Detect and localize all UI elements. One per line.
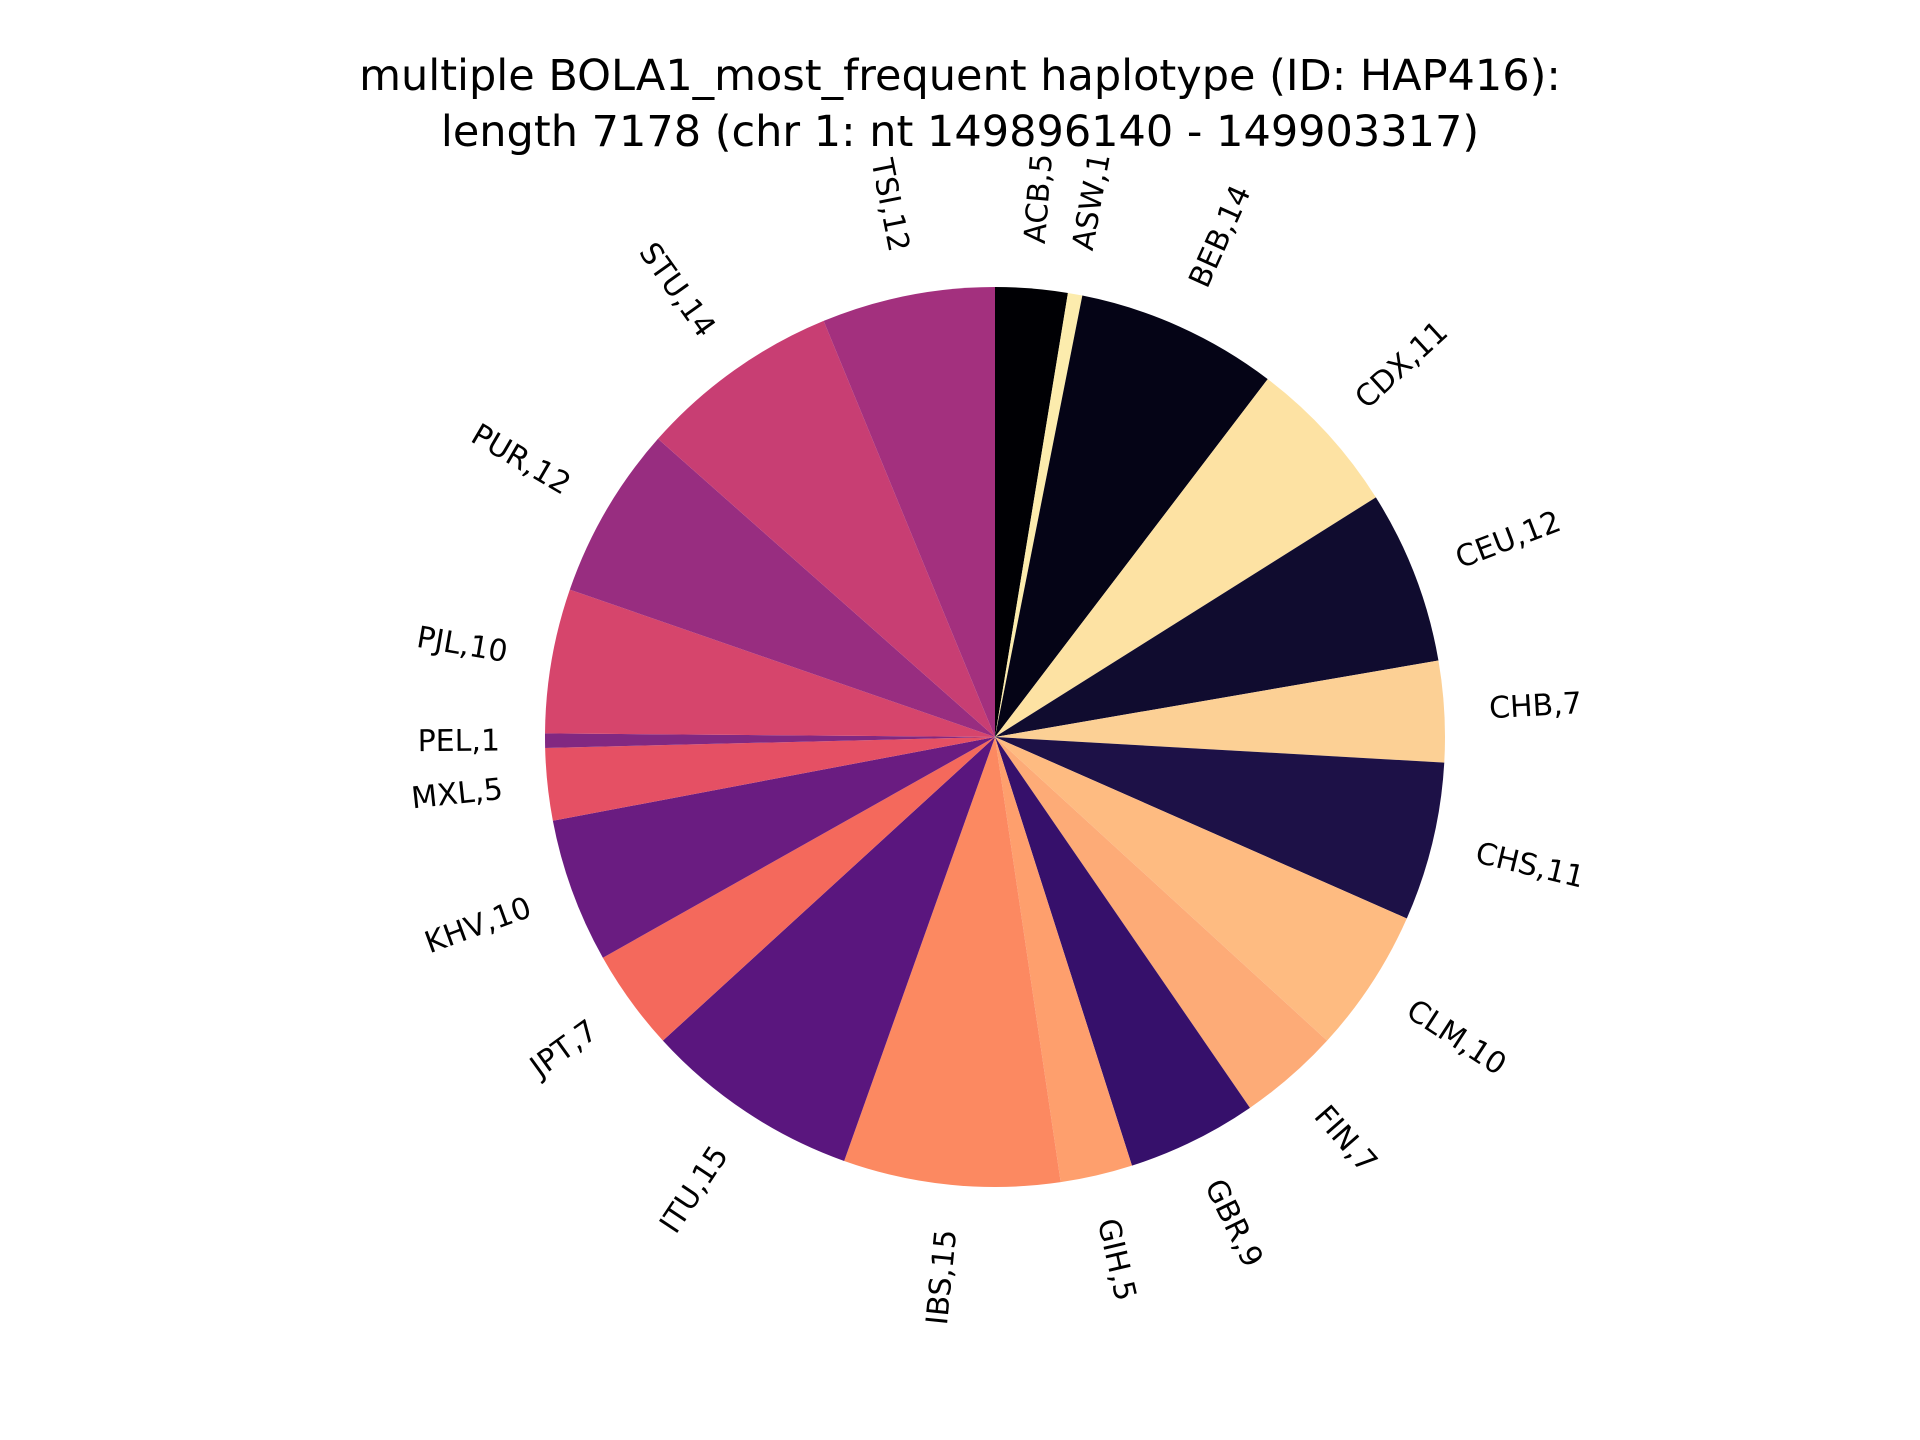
pie-slice-tsi	[823, 287, 995, 737]
slice-label-asw: ASW,1	[1066, 151, 1118, 254]
slice-label-clm: CLM,10	[1400, 993, 1512, 1083]
slice-label-tsi: TSI,12	[863, 155, 916, 255]
pie-slice-fin	[995, 737, 1328, 1108]
pie-slice-itu	[662, 737, 995, 1161]
slice-label-khv: KHV,10	[420, 890, 536, 961]
slice-label-cdx: CDX,11	[1349, 314, 1456, 416]
pie-slice-beb	[995, 295, 1268, 737]
slice-label-jpt: JPT,7	[522, 1013, 604, 1086]
slice-label-chb: CHB,7	[1488, 686, 1583, 726]
slice-label-itu: ITU,15	[653, 1140, 736, 1240]
pie-slice-ceu	[995, 497, 1439, 737]
slice-label-stu: STU,14	[632, 236, 723, 344]
chart-title-line-1: multiple BOLA1_most_frequent haplotype (…	[359, 51, 1561, 101]
slice-label-pur: PUR,12	[465, 417, 576, 502]
pie-slice-chb	[995, 660, 1445, 763]
pie-slice-pel	[545, 733, 995, 748]
slice-label-beb: BEB,14	[1182, 180, 1258, 293]
pie-slice-gbr	[995, 737, 1250, 1166]
pie-slice-cdx	[995, 379, 1376, 737]
pie-slice-chs	[995, 737, 1445, 919]
slice-label-acb: ACB,5	[1018, 152, 1060, 245]
slice-label-ceu: CEU,12	[1451, 504, 1566, 576]
slice-label-mxl: MXL,5	[410, 772, 505, 816]
chart-title-line-2: length 7178 (chr 1: nt 149896140 - 14990…	[441, 107, 1479, 157]
pie-slice-pur	[569, 438, 995, 737]
slice-label-pel: PEL,1	[417, 724, 500, 760]
pie-slice-gih	[995, 737, 1132, 1183]
pie-slice-asw	[995, 292, 1083, 737]
pie-slice-pjl	[545, 589, 995, 737]
pie-slice-stu	[657, 320, 995, 737]
pie-slice-clm	[995, 737, 1407, 1041]
pie-slice-mxl	[545, 737, 995, 821]
pie-slice-khv	[552, 737, 995, 958]
pie-slice-ibs	[844, 737, 1061, 1187]
pie-slices	[545, 287, 1445, 1187]
slice-label-gih: GIH,5	[1090, 1215, 1143, 1304]
slice-label-gbr: GBR,9	[1197, 1174, 1269, 1273]
pie-slice-acb	[995, 287, 1068, 737]
slice-label-fin: FIN,7	[1307, 1099, 1384, 1180]
pie-slice-jpt	[602, 737, 995, 1041]
slice-label-pjl: PJL,10	[414, 620, 510, 670]
slice-label-chs: CHS,11	[1472, 836, 1587, 896]
slice-label-ibs: IBS,15	[920, 1228, 964, 1327]
